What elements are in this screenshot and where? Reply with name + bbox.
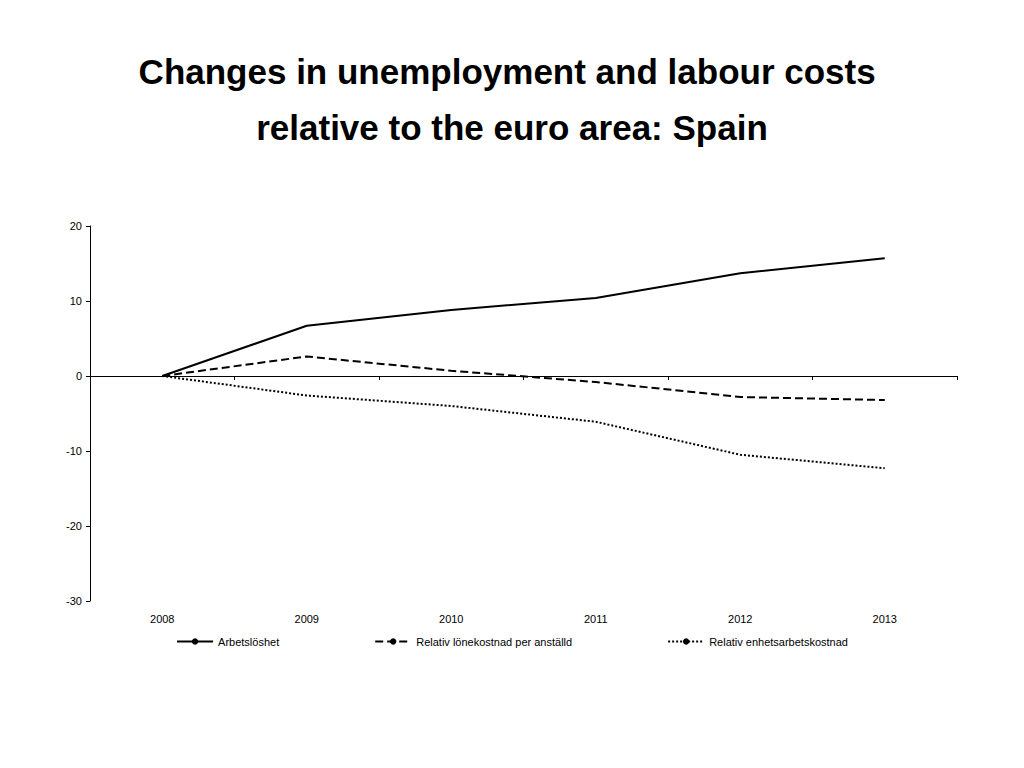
svg-text:-20: -20 <box>66 520 82 532</box>
svg-text:Relativ enhetsarbetskostnad: Relativ enhetsarbetskostnad <box>709 636 848 648</box>
svg-text:2011: 2011 <box>584 613 608 625</box>
svg-text:2008: 2008 <box>150 613 174 625</box>
svg-text:-30: -30 <box>66 595 82 607</box>
svg-text:Relativ lönekostnad per anstäl: Relativ lönekostnad per anställd <box>416 636 572 648</box>
svg-text:2012: 2012 <box>728 613 752 625</box>
svg-text:2009: 2009 <box>295 613 319 625</box>
svg-text:10: 10 <box>70 295 82 307</box>
svg-text:0: 0 <box>76 370 82 382</box>
svg-text:20: 20 <box>70 220 82 232</box>
svg-text:Arbetslöshet: Arbetslöshet <box>218 636 279 648</box>
svg-text:Changes in unemployment and la: Changes in unemployment and labour costs <box>139 52 886 91</box>
svg-text:relative to the euro area: Spa: relative to the euro area: Spain <box>256 108 768 147</box>
svg-text:-10: -10 <box>66 445 82 457</box>
svg-text:2013: 2013 <box>873 613 897 625</box>
svg-text:2010: 2010 <box>439 613 463 625</box>
